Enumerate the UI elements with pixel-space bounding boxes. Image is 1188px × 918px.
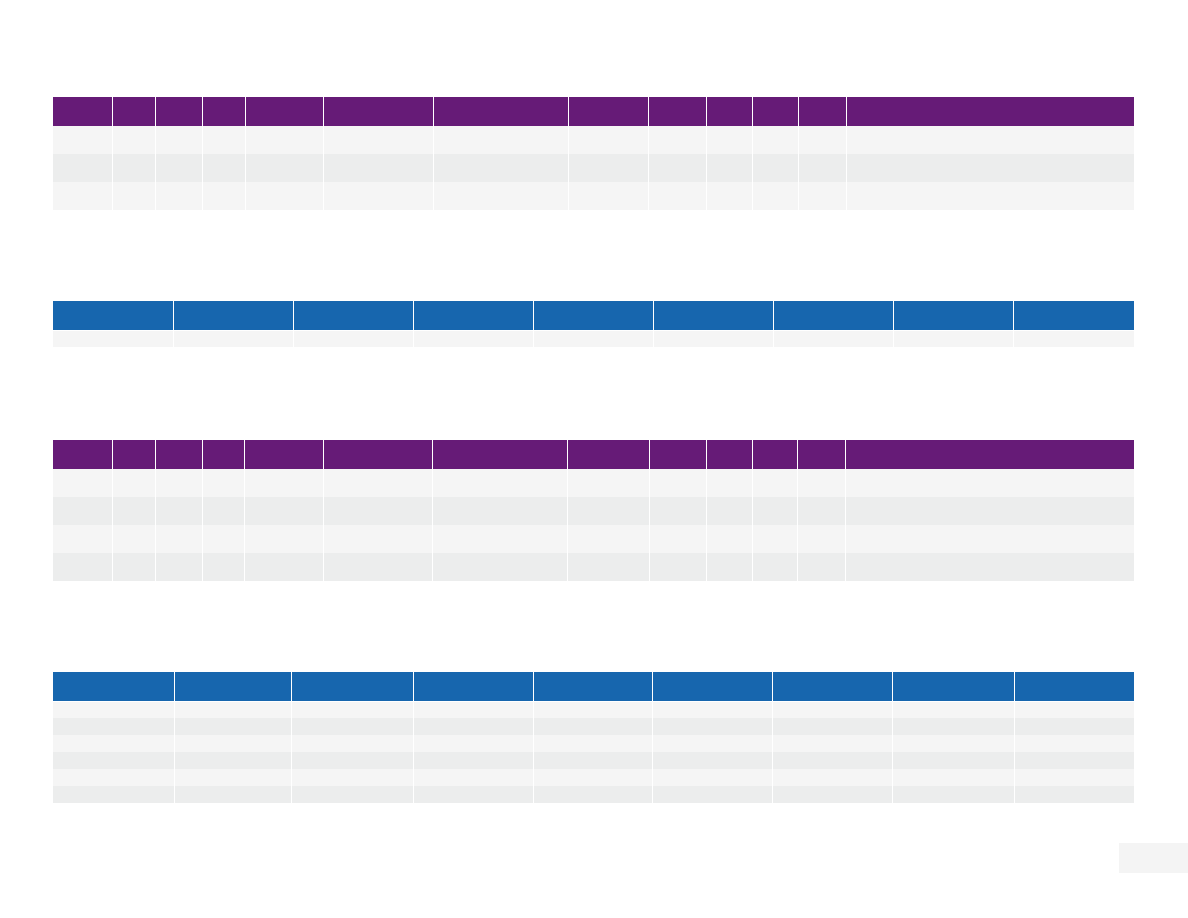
header-cell bbox=[156, 97, 203, 126]
table-header bbox=[53, 440, 1134, 469]
header-cell bbox=[113, 97, 156, 126]
header-cell bbox=[893, 672, 1015, 701]
table-header bbox=[53, 672, 1134, 701]
table-row bbox=[53, 701, 1134, 718]
header-cell bbox=[846, 440, 1134, 469]
header-cell bbox=[568, 440, 650, 469]
header-cell bbox=[414, 672, 534, 701]
header-cell bbox=[434, 97, 569, 126]
header-cell bbox=[53, 301, 174, 330]
header-cell bbox=[799, 97, 847, 126]
table-row bbox=[53, 786, 1134, 803]
header-cell bbox=[894, 301, 1014, 330]
table-1 bbox=[53, 97, 1134, 210]
header-cell bbox=[654, 301, 774, 330]
header-cell bbox=[753, 440, 798, 469]
header-cell bbox=[53, 672, 175, 701]
table-row bbox=[53, 769, 1134, 786]
header-cell bbox=[653, 672, 773, 701]
table-row bbox=[53, 752, 1134, 769]
table-row bbox=[53, 735, 1134, 752]
header-cell bbox=[324, 97, 434, 126]
header-cell bbox=[753, 97, 799, 126]
header-cell bbox=[798, 440, 846, 469]
table-row bbox=[53, 182, 1134, 210]
table-row bbox=[53, 126, 1134, 154]
header-cell bbox=[113, 440, 156, 469]
header-cell bbox=[53, 97, 113, 126]
header-cell bbox=[650, 440, 707, 469]
header-cell bbox=[175, 672, 292, 701]
table-2 bbox=[53, 301, 1134, 347]
header-cell bbox=[292, 672, 414, 701]
table-row bbox=[53, 497, 1134, 525]
header-cell bbox=[294, 301, 414, 330]
header-cell bbox=[847, 97, 1134, 126]
header-cell bbox=[324, 440, 433, 469]
header-cell bbox=[1014, 301, 1134, 330]
header-cell bbox=[569, 97, 649, 126]
header-cell bbox=[414, 301, 534, 330]
table-row bbox=[53, 718, 1134, 735]
table-row bbox=[53, 553, 1134, 581]
table-header bbox=[53, 301, 1134, 330]
header-cell bbox=[534, 672, 653, 701]
header-cell bbox=[174, 301, 294, 330]
table-row bbox=[53, 525, 1134, 553]
header-cell bbox=[156, 440, 203, 469]
header-cell bbox=[245, 440, 324, 469]
header-cell bbox=[707, 97, 753, 126]
header-cell bbox=[1015, 672, 1134, 701]
header-cell bbox=[774, 301, 894, 330]
header-cell bbox=[433, 440, 568, 469]
table-4 bbox=[53, 672, 1134, 803]
header-cell bbox=[53, 440, 113, 469]
table-row bbox=[53, 469, 1134, 497]
header-cell bbox=[773, 672, 893, 701]
table-row bbox=[53, 154, 1134, 182]
header-cell bbox=[649, 97, 707, 126]
table-header bbox=[53, 97, 1134, 126]
table-row bbox=[53, 330, 1134, 347]
header-cell bbox=[203, 97, 246, 126]
header-cell bbox=[203, 440, 245, 469]
header-cell bbox=[534, 301, 654, 330]
table-3 bbox=[53, 440, 1134, 581]
header-cell bbox=[246, 97, 324, 126]
page-number-box bbox=[1119, 843, 1188, 873]
header-cell bbox=[707, 440, 753, 469]
